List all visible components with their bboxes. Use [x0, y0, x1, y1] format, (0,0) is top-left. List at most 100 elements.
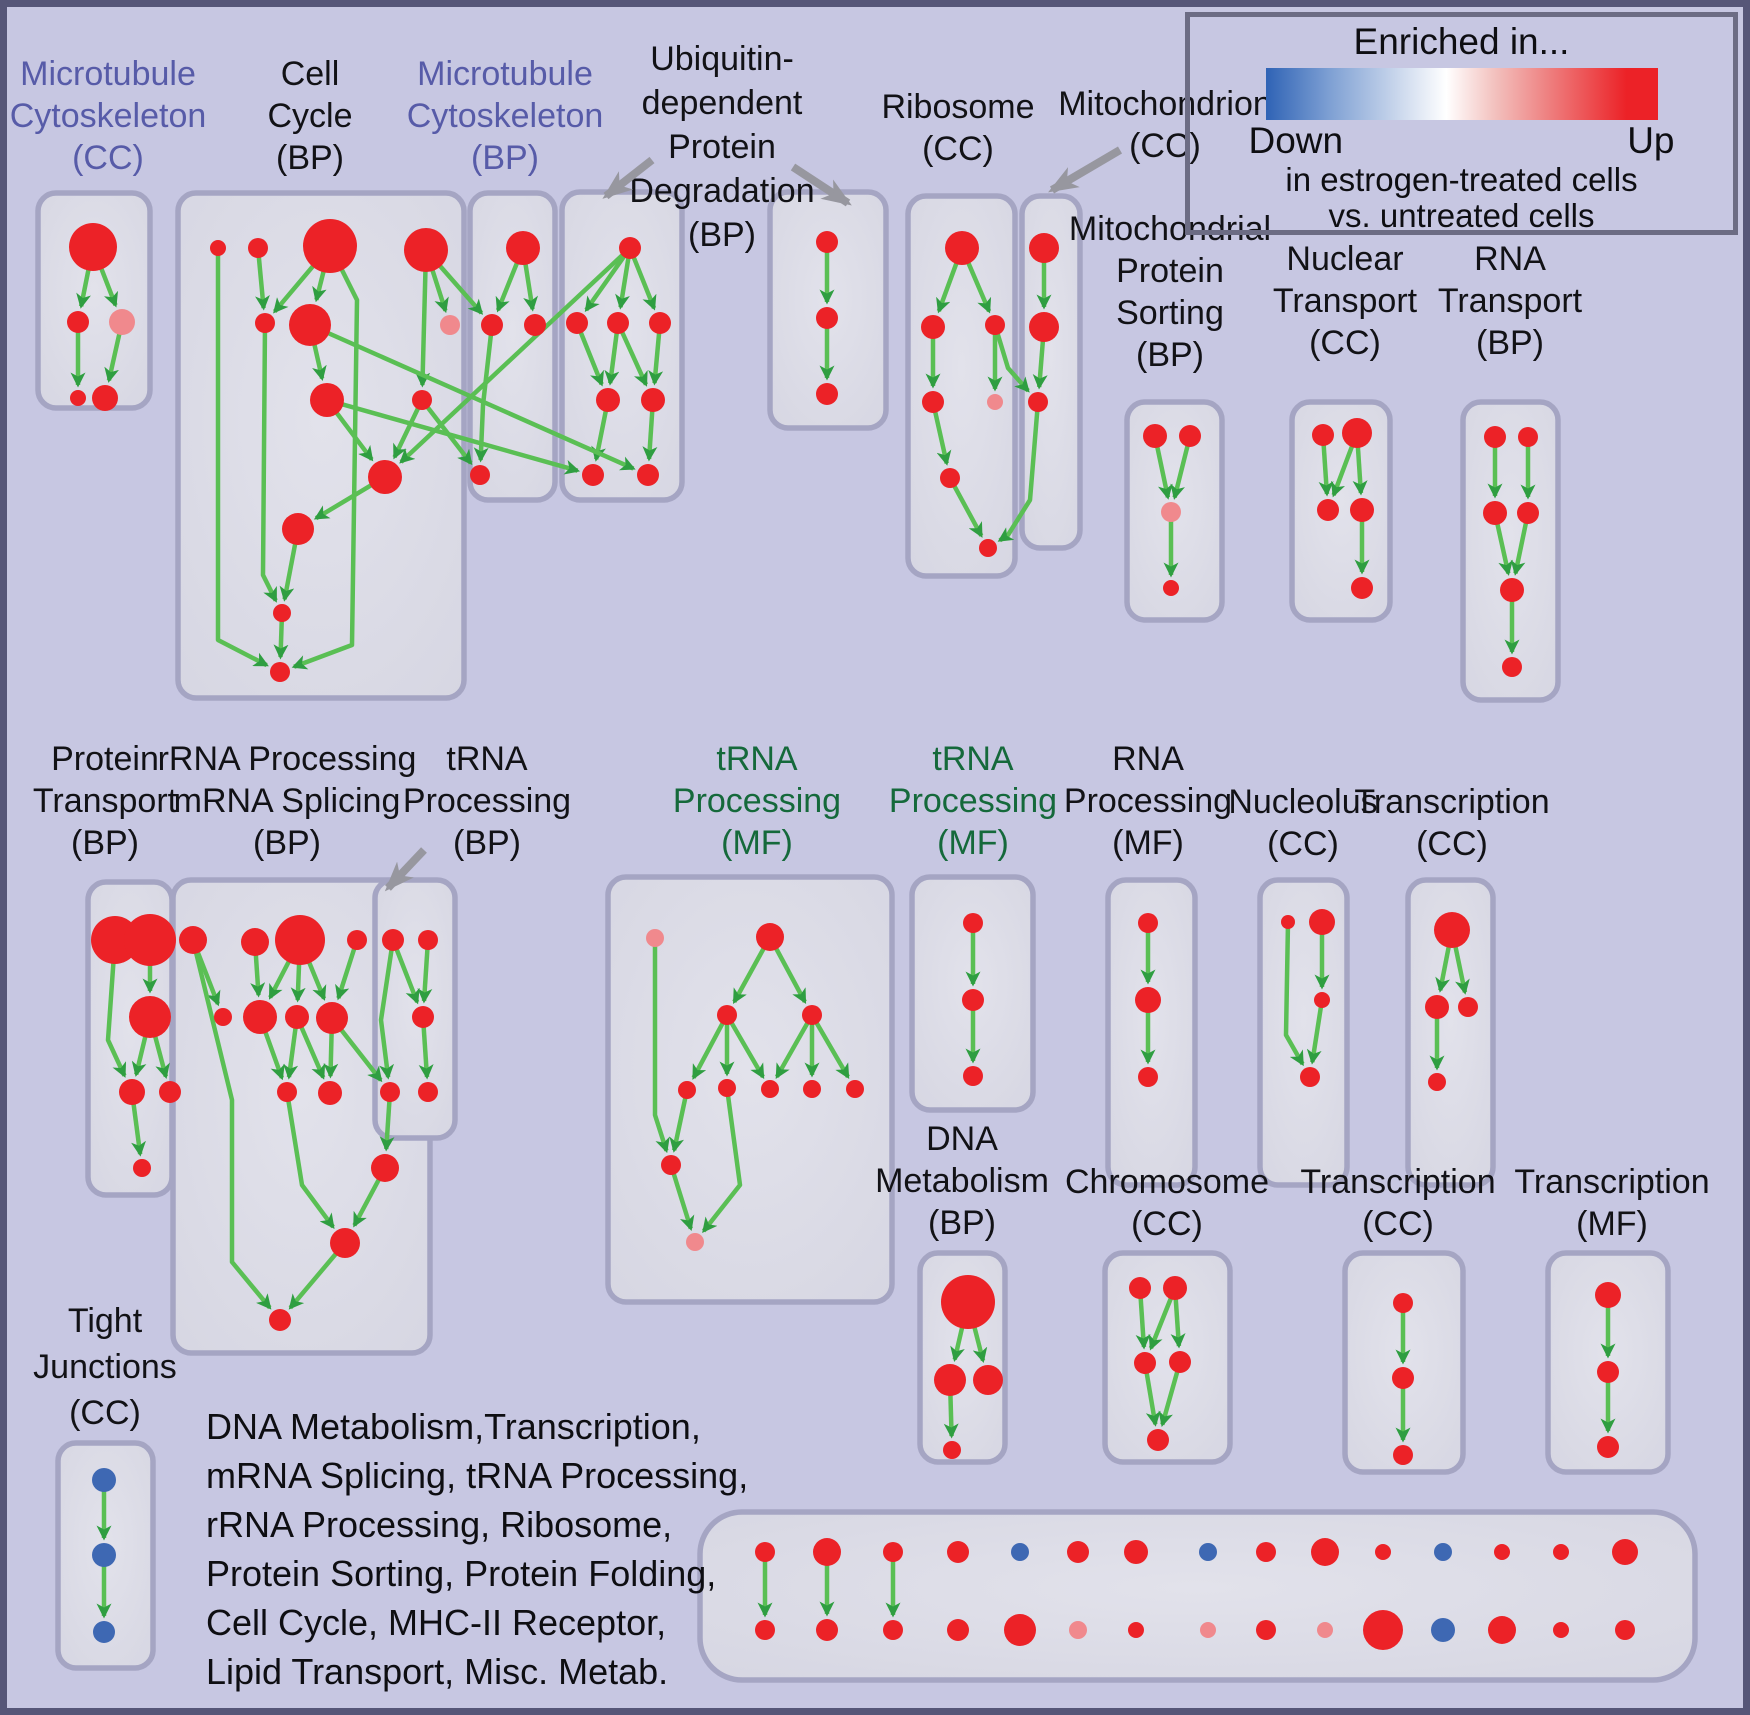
node-ubiquitin-5	[641, 388, 665, 412]
nodes	[67, 219, 1638, 1650]
node-strip-bottom-4	[1004, 1614, 1036, 1646]
node-ribosome-3	[922, 391, 944, 413]
node-cell-cycle-2	[303, 219, 357, 273]
cluster-label-microtubule-bp: Microtubule Cytoskeleton (BP)	[407, 55, 604, 177]
legend-down-label: Down	[1248, 120, 1344, 161]
node-dna-metabolism-0	[941, 1275, 995, 1329]
edge-protein-transport	[105, 939, 127, 1078]
node-ribosome-6	[979, 539, 997, 557]
node-strip-top-2	[883, 1542, 903, 1562]
cluster-label-rrna: rRNA Processing mRNA Splicing (BP)	[158, 740, 417, 862]
cluster-label-transcription-cc-upper: Transcription (CC)	[1354, 783, 1549, 863]
node-microtubule-cc-2	[109, 309, 135, 335]
node-strip-bottom-2	[883, 1620, 903, 1640]
edge-trna-mf-left	[691, 1013, 729, 1080]
node-mito-sorting-0	[1143, 424, 1167, 448]
cluster-label-ubiquitin: Ubiquitin-dependent Protein Degradation (BP…	[629, 40, 814, 254]
node-strip-top-12	[1494, 1544, 1510, 1560]
node-transcription-mf-0	[1595, 1282, 1621, 1308]
node-rna-transport-3	[1517, 502, 1539, 524]
node-nucleolus-0	[1281, 915, 1295, 929]
node-cell-cycle-4	[255, 313, 275, 333]
node-rrna-7	[316, 1002, 348, 1034]
node-rna-transport-5	[1502, 657, 1522, 677]
node-transcription-cc-lower-2	[1393, 1445, 1413, 1465]
node-mito-sorting-2	[1161, 502, 1181, 522]
node-trna-mf-left-8	[846, 1080, 864, 1098]
node-strip-bottom-11	[1431, 1618, 1455, 1642]
node-strip-top-8	[1256, 1542, 1276, 1562]
misc-line: Lipid Transport, Misc. Metab.	[206, 1651, 669, 1692]
legend-box: Enriched in... Down Up in estrogen-treat…	[1185, 12, 1738, 235]
node-ubiquitin-0	[619, 237, 641, 259]
node-strip-top-11	[1434, 1543, 1452, 1561]
misc-line: rRNA Processing, Ribosome,	[206, 1504, 673, 1545]
edge-trna-mf-left	[652, 938, 670, 1154]
node-strip-bottom-10	[1363, 1610, 1403, 1650]
edge-cell-cycle	[291, 244, 360, 670]
misc-line: mRNA Splicing, tRNA Processing,	[206, 1455, 749, 1496]
node-cell-cycle-8	[412, 390, 432, 410]
node-cell-cycle-0	[210, 240, 226, 256]
node-rrna-4	[214, 1008, 232, 1026]
node-ubiquitin-1	[566, 312, 588, 334]
cluster-label-nuclear-transport: Nuclear Transport (CC)	[1273, 240, 1418, 362]
node-cell-cycle-12	[270, 662, 290, 682]
node-nuclear-transport-1	[1342, 418, 1372, 448]
cluster-box-nucleolus	[1257, 877, 1350, 1188]
cluster-labels: Microtubule Cytoskeleton (CC) Cell Cycle (BP)…	[10, 40, 1710, 1432]
node-trna-mf-left-7	[803, 1080, 821, 1098]
node-chromosome-2	[1134, 1352, 1156, 1374]
node-strip-top-6	[1124, 1540, 1148, 1564]
node-trna-mf-left-3	[802, 1005, 822, 1025]
node-rna-transport-4	[1500, 578, 1524, 602]
node-transcription-cc-lower-1	[1392, 1367, 1414, 1389]
node-rrna-3	[347, 930, 367, 950]
node-protein-transport-4	[159, 1081, 181, 1103]
edge-trna-mf-left	[668, 1164, 695, 1232]
node-transcription-mf-1	[1597, 1361, 1619, 1383]
node-cell-cycle-5	[289, 304, 331, 346]
node-ubiquitin-2-0	[816, 231, 838, 253]
cluster-box-nuclear-transport	[1289, 399, 1393, 623]
node-strip-top-4	[1011, 1543, 1029, 1561]
node-tight-junctions-0	[92, 1468, 116, 1492]
node-chromosome-0	[1129, 1277, 1151, 1299]
node-trna-bp-0	[382, 929, 404, 951]
node-strip-top-9	[1311, 1538, 1339, 1566]
edge-rrna	[284, 1091, 335, 1229]
node-trna-mf-left-1	[756, 923, 784, 951]
node-rrna-0	[179, 926, 207, 954]
edge-cross-cell-cycle-ubiquitin	[326, 397, 581, 475]
node-trna-bp-1	[418, 930, 438, 950]
edge-cross-ubiquitin-cell-cycle	[399, 246, 632, 464]
node-strip-top-1	[813, 1538, 841, 1566]
node-microtubule-cc-4	[92, 385, 118, 411]
edge-ubiquitin	[615, 322, 649, 387]
node-ubiquitin-3	[649, 312, 671, 334]
cluster-label-chromosome: Chromosome (CC)	[1065, 1163, 1269, 1243]
node-ribosome-5	[940, 468, 960, 488]
node-chromosome-1	[1163, 1276, 1187, 1300]
node-tight-junctions-2	[93, 1621, 115, 1643]
mitochondrion-label-arrow	[1048, 146, 1123, 194]
cluster-label-trna-mf-left: tRNA Processing (MF)	[673, 740, 841, 862]
node-strip-bottom-7	[1200, 1622, 1216, 1638]
node-nuclear-transport-4	[1351, 577, 1373, 599]
node-ribosome-1	[921, 315, 945, 339]
node-nuclear-transport-3	[1350, 498, 1374, 522]
node-trna-mf-right-0	[963, 913, 983, 933]
legend-title: Enriched in...	[1353, 21, 1570, 62]
node-dna-metabolism-2	[973, 1365, 1003, 1395]
edge-ubiquitin	[584, 246, 632, 312]
node-trna-bp-3	[380, 1082, 400, 1102]
legend-caption-line2: vs. untreated cells	[1328, 197, 1595, 234]
node-strip-top-7	[1199, 1543, 1217, 1561]
edge-trna-mf-left	[774, 1013, 814, 1079]
edge-trna-mf-left	[701, 1087, 743, 1233]
edge-nucleolus	[1306, 999, 1325, 1065]
node-mitochondrion-0	[1029, 233, 1059, 263]
cluster-box-microtubule-cc	[35, 190, 153, 411]
node-ubiquitin-2-1	[816, 307, 838, 329]
